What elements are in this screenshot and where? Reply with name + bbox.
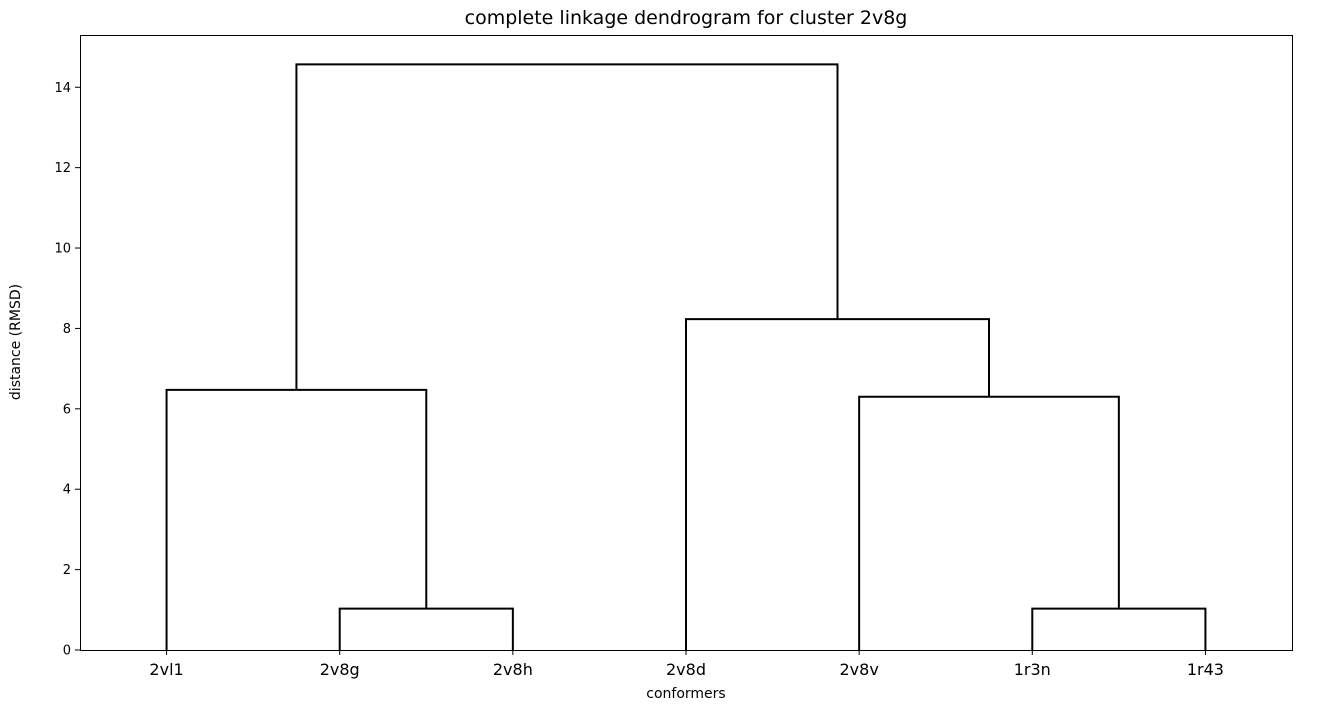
y-tick-label: 0 <box>63 644 71 659</box>
leaf-label-2v8d: 2v8d <box>666 660 706 679</box>
x-axis-ticks: 2vl1 2v8g 2v8h 2v8d 2v8v 1r3n 1r43 <box>149 650 1224 679</box>
y-tick-label: 6 <box>63 402 71 417</box>
merge-link-2 <box>165 388 428 650</box>
merge-link-3 <box>858 395 1120 650</box>
y-tick-label: 10 <box>54 242 71 257</box>
y-tick-label: 8 <box>63 322 71 337</box>
leaf-label-2v8g: 2v8g <box>320 660 360 679</box>
chart-title: complete linkage dendrogram for cluster … <box>464 7 908 29</box>
x-axis-label: conformers <box>646 686 726 702</box>
merge-link-1 <box>1031 607 1207 650</box>
leaf-label-1r3n: 1r3n <box>1014 660 1051 679</box>
leaf-label-2v8v: 2v8v <box>839 660 878 679</box>
leaf-label-1r43: 1r43 <box>1187 660 1224 679</box>
dendrogram-links <box>165 63 1207 650</box>
y-tick-label: 2 <box>63 563 71 578</box>
y-tick-label: 4 <box>63 483 71 498</box>
merge-link-4 <box>685 318 990 650</box>
merge-link-0 <box>338 607 514 650</box>
merge-link-5 <box>295 63 839 390</box>
y-tick-label: 12 <box>54 161 71 176</box>
y-tick-label: 14 <box>54 81 71 96</box>
leaf-label-2v8h: 2v8h <box>493 660 533 679</box>
leaf-label-2vl1: 2vl1 <box>149 660 183 679</box>
y-axis-ticks: 0 2 4 6 8 10 12 14 <box>54 81 80 659</box>
